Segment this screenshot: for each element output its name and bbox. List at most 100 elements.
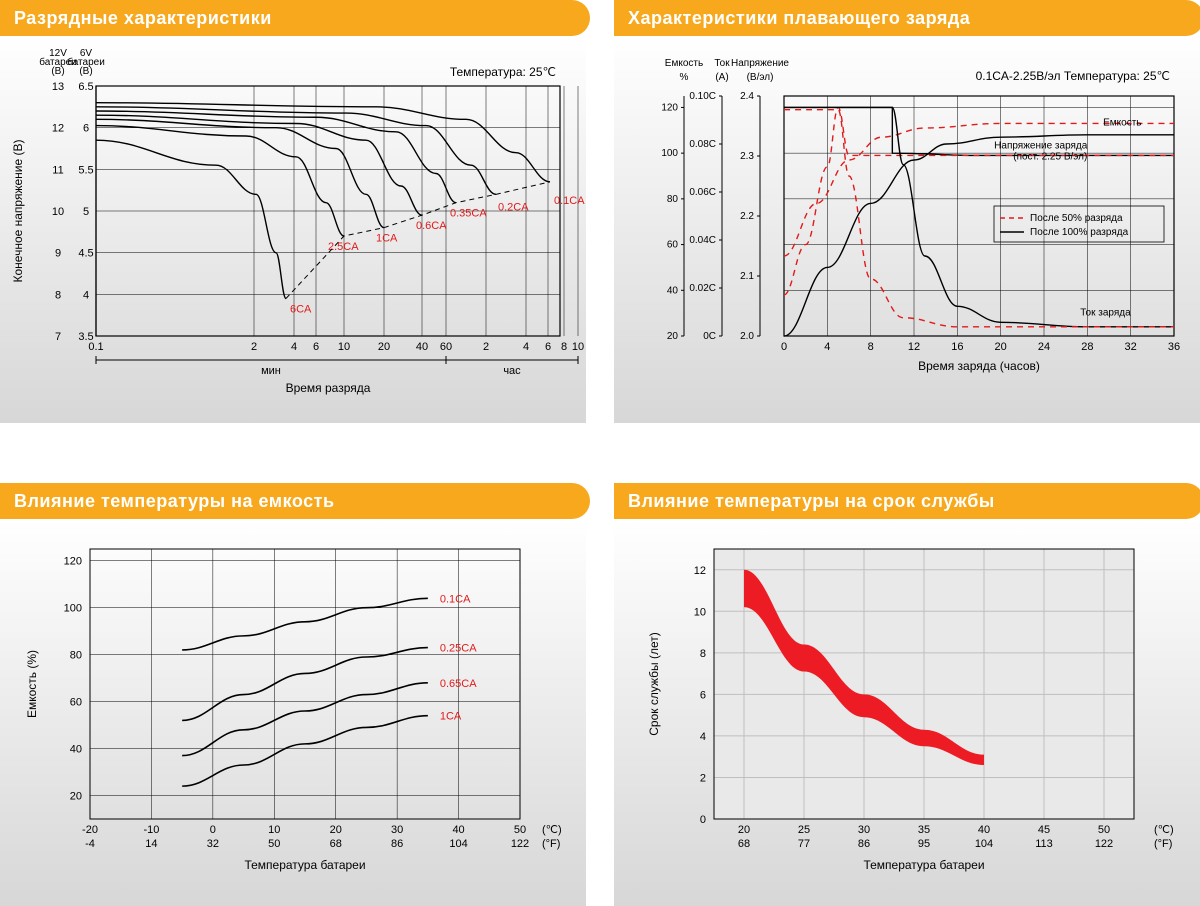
svg-text:0C: 0C [703,331,716,342]
svg-text:20: 20 [70,791,82,803]
svg-text:4: 4 [700,731,706,743]
panel-title: Влияние температуры на емкость [0,483,590,519]
svg-text:50: 50 [268,838,280,850]
svg-text:мин: мин [261,365,281,377]
svg-text:25: 25 [798,824,810,836]
svg-text:(А): (А) [715,72,728,83]
svg-text:24: 24 [1038,341,1050,353]
svg-text:32: 32 [207,838,219,850]
svg-text:4.5: 4.5 [78,248,93,260]
chart-float: Емкость%20406080100120Ток(А)0C0.02C0.04C… [614,36,1200,423]
svg-text:6: 6 [545,341,551,353]
svg-text:104: 104 [449,838,467,850]
svg-text:8: 8 [700,648,706,660]
svg-text:0: 0 [700,814,706,826]
svg-text:-10: -10 [143,824,159,836]
svg-text:20: 20 [738,824,750,836]
svg-text:50: 50 [514,824,526,836]
svg-text:68: 68 [330,838,342,850]
svg-text:2.0: 2.0 [740,331,754,342]
svg-text:0.10C: 0.10C [689,91,716,102]
svg-text:%: % [680,72,689,83]
svg-text:95: 95 [918,838,930,850]
panel-title: Характеристики плавающего заряда [614,0,1200,36]
svg-text:6: 6 [313,341,319,353]
svg-text:40: 40 [978,824,990,836]
svg-text:Время заряда (часов): Время заряда (часов) [918,359,1040,373]
svg-text:122: 122 [511,838,529,850]
svg-text:2.4: 2.4 [740,91,754,102]
svg-text:35: 35 [918,824,930,836]
svg-text:Температура батареи: Температура батареи [244,858,365,872]
svg-text:8: 8 [561,341,567,353]
svg-text:13: 13 [52,81,64,93]
svg-text:10: 10 [338,341,350,353]
svg-text:(℃): (℃) [542,824,562,836]
svg-text:2.2: 2.2 [740,211,754,222]
svg-text:(℃): (℃) [1154,824,1174,836]
svg-text:50: 50 [1098,824,1110,836]
svg-text:40: 40 [452,824,464,836]
svg-text:0.04C: 0.04C [689,235,716,246]
svg-text:10: 10 [572,341,584,353]
panel-temp-life: Влияние температуры на срок службы 02468… [614,483,1200,906]
svg-text:Время разряда: Время разряда [286,381,371,395]
svg-text:Емкость: Емкость [665,58,703,69]
svg-text:113: 113 [1035,838,1053,850]
svg-text:77: 77 [798,838,810,850]
svg-text:30: 30 [391,824,403,836]
svg-text:14: 14 [145,838,157,850]
svg-text:Конечное напряжение (В): Конечное напряжение (В) [11,139,25,282]
svg-text:(пост. 2.25 В/эл): (пост. 2.25 В/эл) [1013,152,1087,163]
svg-text:2.3: 2.3 [740,151,754,162]
svg-text:40: 40 [416,341,428,353]
svg-text:8: 8 [55,289,61,301]
svg-text:0.25CA: 0.25CA [440,643,477,655]
svg-text:86: 86 [391,838,403,850]
svg-text:28: 28 [1081,341,1093,353]
svg-text:7: 7 [55,331,61,343]
panel-title: Разрядные характеристики [0,0,590,36]
chart-discharge: 12Vбатареи(В)6Vбатареи(В)73.58494.510511… [0,36,586,423]
svg-text:16: 16 [951,341,963,353]
svg-text:2.5CA: 2.5CA [328,241,359,253]
svg-text:0.08C: 0.08C [689,139,716,150]
svg-text:После 100% разряда: После 100% разряда [1030,227,1129,238]
chart-grid: Разрядные характеристики 12Vбатареи(В)6V… [0,0,1200,906]
svg-text:0.1: 0.1 [88,341,103,353]
svg-text:9: 9 [55,248,61,260]
svg-text:6.5: 6.5 [78,81,93,93]
svg-text:10: 10 [694,606,706,618]
svg-text:Емкость: Емкость [1103,118,1141,129]
svg-text:-4: -4 [85,838,95,850]
svg-text:(В): (В) [51,66,64,77]
svg-text:1CA: 1CA [440,711,462,723]
svg-text:Срок службы (лет): Срок службы (лет) [647,632,661,736]
svg-text:0.06C: 0.06C [689,187,716,198]
svg-text:2: 2 [251,341,257,353]
svg-text:8: 8 [868,341,874,353]
svg-text:100: 100 [661,148,678,159]
svg-text:20: 20 [330,824,342,836]
svg-text:32: 32 [1125,341,1137,353]
chart-temp-life: 0246810122068257730863595401044511350122… [614,519,1200,906]
svg-text:60: 60 [440,341,452,353]
svg-text:6CA: 6CA [290,304,312,316]
svg-text:5.5: 5.5 [78,164,93,176]
svg-text:36: 36 [1168,341,1180,353]
svg-text:100: 100 [64,603,82,615]
svg-text:-20: -20 [82,824,98,836]
svg-text:Ток: Ток [714,58,730,69]
panel-title: Влияние температуры на срок службы [614,483,1200,519]
svg-text:6: 6 [700,689,706,701]
svg-text:40: 40 [667,285,679,296]
svg-text:12: 12 [52,123,64,135]
svg-text:45: 45 [1038,824,1050,836]
panel-temp-capacity: Влияние температуры на емкость 204060801… [0,483,586,906]
svg-text:0.65CA: 0.65CA [440,678,477,690]
svg-text:2.1: 2.1 [740,271,754,282]
svg-text:1CA: 1CA [376,233,398,245]
svg-text:0.1CA-2.25В/эл Температура: 25: 0.1CA-2.25В/эл Температура: 25℃ [976,69,1170,83]
svg-text:4: 4 [83,289,89,301]
svg-text:11: 11 [52,164,63,176]
